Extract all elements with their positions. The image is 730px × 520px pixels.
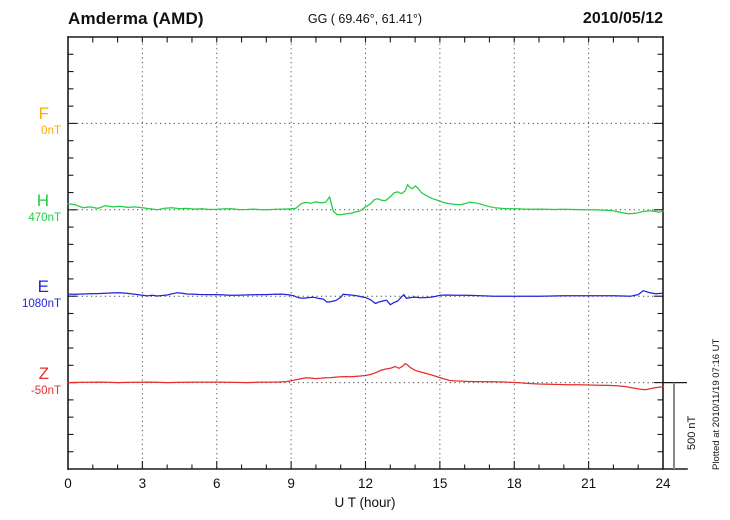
plotted-at-note: Plotted at 2010/11/19 07:16 UT [711, 338, 722, 470]
trace-E [67, 290, 664, 306]
channel-label-Z: Z -50nT [0, 365, 61, 398]
x-tick-label: 12 [357, 476, 374, 491]
x-tick-label: 9 [287, 476, 295, 491]
channel-label-H: H 470nT [0, 192, 61, 225]
x-tick-label: 24 [655, 476, 671, 491]
channel-letter: H [36, 190, 49, 210]
channel-baseline-value: 470nT [28, 211, 61, 224]
channel-letter: Z [38, 363, 49, 383]
channel-label-E: E 1080nT [0, 278, 61, 311]
channel-letter: E [37, 277, 49, 297]
x-tick-label: 15 [432, 476, 448, 491]
channel-letter: F [38, 104, 49, 124]
channel-baseline-value: -50nT [30, 384, 61, 397]
x-tick-label: 6 [212, 476, 221, 491]
trace-H [67, 184, 664, 216]
channel-label-F: F 0nT [0, 105, 61, 138]
x-tick-label: 0 [64, 476, 72, 491]
date-label: 2010/05/12 [582, 10, 663, 27]
x-tick-label: 18 [506, 476, 522, 491]
trace-Z [67, 362, 664, 391]
channel-baseline-value: 0nT [41, 125, 61, 138]
channel-baseline-value: 1080nT [21, 298, 61, 311]
x-axis-title: U T (hour) [334, 495, 396, 510]
scale-bar-label: 500 nT [686, 415, 698, 450]
x-tick-label: 3 [138, 476, 147, 491]
coordinates-label: GG ( 69.46°, 61.41°) [307, 12, 423, 26]
x-tick-label: 21 [581, 476, 597, 491]
station-title: Amderma (AMD) [68, 9, 204, 28]
